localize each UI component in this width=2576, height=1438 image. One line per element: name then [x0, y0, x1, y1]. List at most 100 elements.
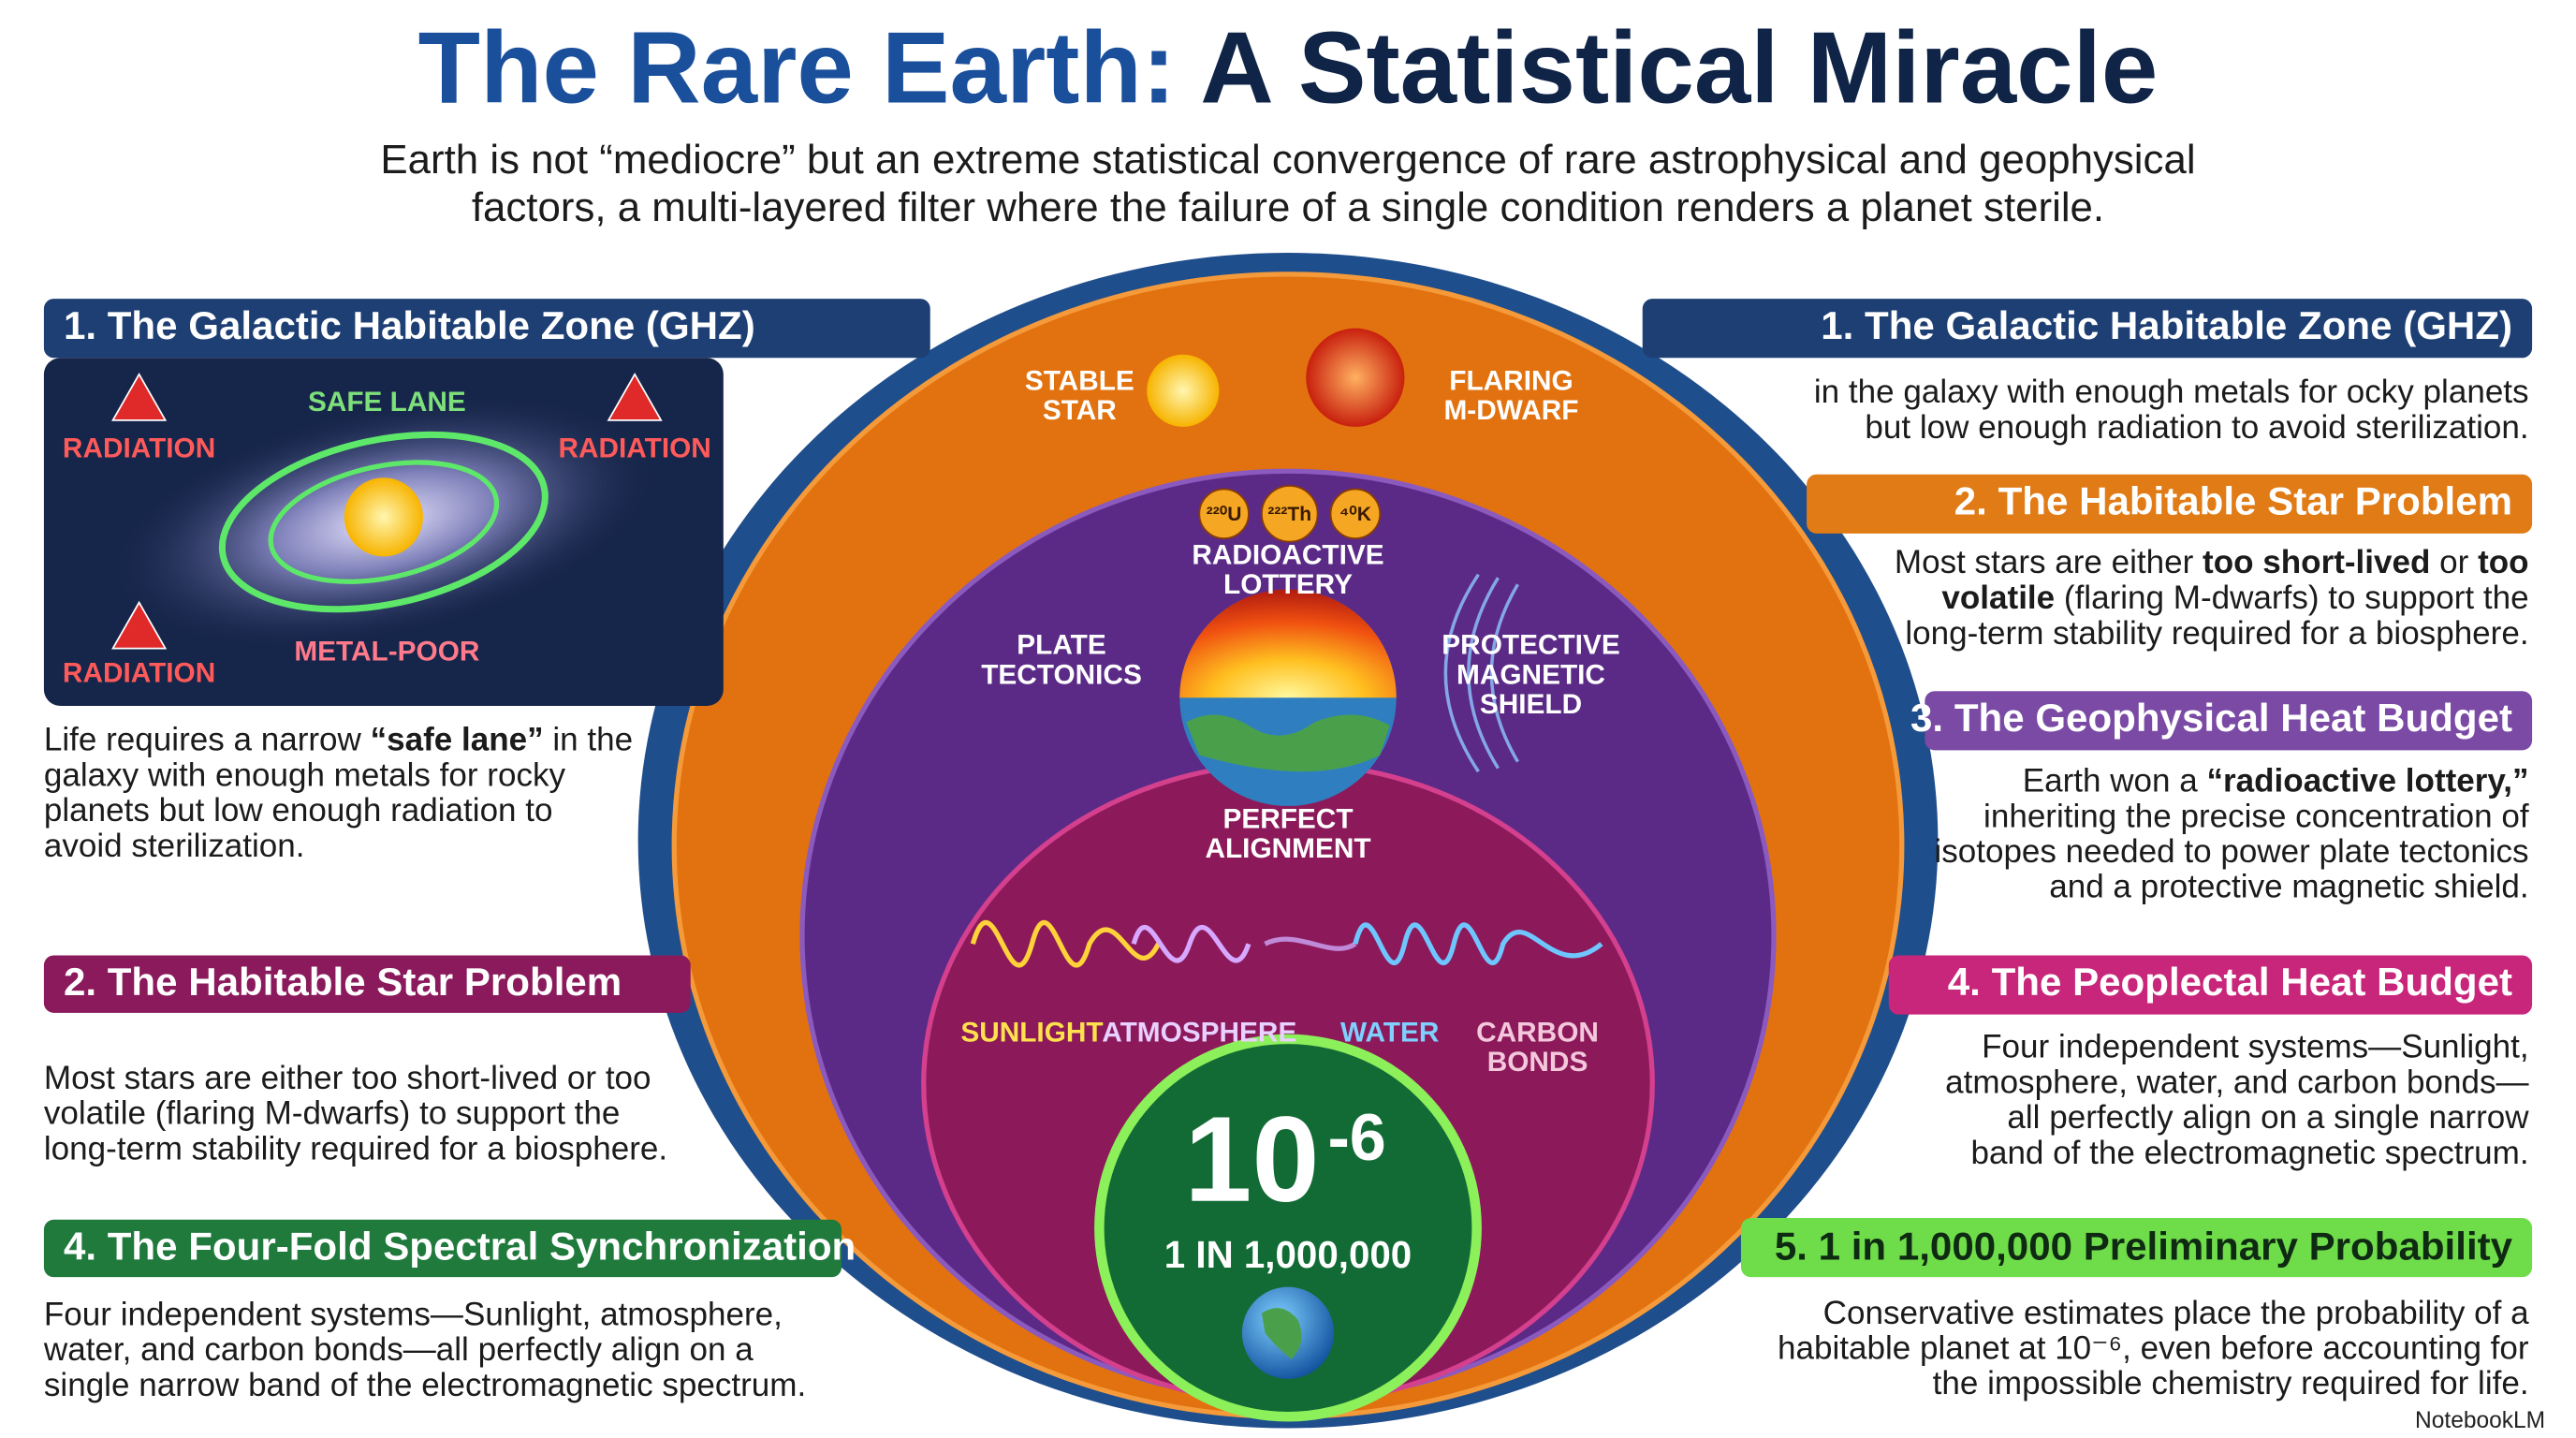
galaxy-label: SAFE LANE: [308, 387, 466, 418]
center-label: ATMOSPHERE: [1102, 1018, 1296, 1049]
earth-land: [1186, 714, 1390, 772]
galaxy-label: RADIATION: [558, 433, 710, 463]
left-bar-2: [43, 955, 691, 1013]
left-bar-4: [43, 1219, 842, 1278]
safe-lane-ring: [218, 431, 549, 613]
center-label: PERFECT: [1222, 804, 1353, 835]
galaxy-label: RADIATION: [63, 658, 215, 689]
panel-text-part: or: [2430, 544, 2478, 580]
warning-icons: [111, 373, 663, 650]
panel-text: single narrow band of the electromagneti…: [44, 1367, 806, 1403]
galaxy-label: METAL-POOR: [294, 637, 479, 668]
green-core: [1094, 1034, 1482, 1422]
subtitle: factors, a multi-layered filter where th…: [472, 184, 2104, 230]
panel-text: Life requires a narrow “safe lane” in th…: [44, 722, 633, 758]
isotope-icon: [1261, 485, 1319, 543]
center-label: PLATE: [1017, 630, 1105, 661]
panel-text: long-term stability required for a biosp…: [44, 1130, 667, 1167]
panel-text-part: too short-lived: [2203, 544, 2430, 580]
panel-text: atmosphere, water, and carbon bonds—: [1945, 1064, 2529, 1100]
center-label: PROTECTIVE: [1442, 630, 1619, 661]
panel-text: avoid sterilization.: [44, 828, 305, 864]
panel-text: Four independent systems—Sunlight, atmos…: [44, 1297, 783, 1333]
panel-text-part: too: [2478, 544, 2529, 580]
center-label: STAR: [1043, 395, 1117, 426]
isotope-label: ²²⁰U: [1207, 504, 1242, 525]
panel-text-part: “safe lane”: [371, 722, 544, 758]
panel-text: Earth won a “radioactive lottery,”: [2023, 763, 2529, 800]
panel-title: 1. The Galactic Habitable Zone (GHZ): [1821, 303, 2512, 347]
center-label: MAGNETIC: [1456, 659, 1605, 690]
panel-title: 4. The Four-Fold Spectral Synchronizatio…: [64, 1224, 856, 1268]
panel-text: the impossible chemistry required for li…: [1933, 1365, 2529, 1401]
safe-lane-ring: [268, 460, 500, 584]
earth-core: [1179, 589, 1397, 698]
galaxy-sun: [344, 477, 423, 557]
magnetic-shield-icon: [1443, 573, 1519, 773]
panel-text-part: volatile: [1941, 580, 2055, 616]
panel-text: in the galaxy with enough metals for ock…: [1814, 374, 2529, 410]
isotope-label: ²²²Th: [1267, 504, 1311, 525]
center-label: LOTTERY: [1223, 569, 1353, 600]
panel-text: planets but low enough radiation to: [44, 792, 553, 829]
center-label: M-DWARF: [1443, 395, 1578, 426]
center-label: CARBON: [1476, 1018, 1599, 1049]
isotope-icon: [1329, 488, 1382, 539]
panel-text-part: Life requires a narrow: [44, 722, 371, 758]
panel-title: 1. The Galactic Habitable Zone (GHZ): [64, 303, 755, 347]
panel-text: Conservative estimates place the probabi…: [1823, 1295, 2529, 1331]
subtitle: Earth is not “mediocre” but an extreme s…: [380, 137, 2195, 183]
right-bar-4: [1888, 955, 2533, 1015]
center-label: SHIELD: [1480, 689, 1582, 720]
center-label: RADIOACTIVE: [1192, 539, 1383, 570]
panel-text: band of the electromagnetic spectrum.: [1970, 1135, 2528, 1171]
probability-base: 10: [1184, 1093, 1319, 1227]
probability-exponent: -6: [1327, 1101, 1385, 1174]
panel-text: Most stars are either too short-lived or…: [1895, 544, 2529, 580]
panel-text: isotopes needed to power plate tectonics: [1934, 833, 2528, 870]
panel-text: all perfectly align on a single narrow: [2007, 1099, 2529, 1136]
panel-text: Four independent systems—Sunlight,: [1982, 1029, 2528, 1065]
panel-title: 2. The Habitable Star Problem: [1954, 478, 2512, 522]
left-bar-1: [43, 299, 930, 359]
panel-text: galaxy with enough metals for rocky: [44, 757, 566, 794]
panel-text: and a protective magnetic shield.: [2049, 869, 2528, 905]
title-part: The Rare Earth:: [418, 11, 1176, 125]
panel-text: but low enough radiation to avoid steril…: [1865, 409, 2528, 446]
globe-land: [1261, 1308, 1302, 1359]
panel-title: 4. The Peoplectal Heat Budget: [1948, 960, 2512, 1004]
panel-text: habitable planet at 10⁻⁶, even before ac…: [1778, 1329, 2529, 1366]
center-label: STABLE: [1025, 365, 1134, 396]
panel-text-part: (flaring M-dwarfs) to support the: [2055, 580, 2528, 616]
title: The Rare Earth: A Statistical Miracle: [418, 11, 2159, 125]
center-label: WATER: [1340, 1018, 1439, 1049]
panel-text: Most stars are either too short-lived or…: [44, 1060, 651, 1096]
brand: NotebookLM: [2415, 1408, 2545, 1433]
galaxy-label: RADIATION: [63, 433, 215, 463]
panel-text: long-term stability required for a biosp…: [1905, 615, 2528, 652]
stable-star-icon: [1147, 354, 1220, 427]
panel-text: volatile (flaring M-dwarfs) to support t…: [44, 1095, 621, 1132]
panel-title: 5. 1 in 1,000,000 Preliminary Probabilit…: [1775, 1224, 2513, 1268]
m-dwarf-icon: [1306, 328, 1405, 427]
center-label: FLARING: [1449, 365, 1573, 396]
panel-text: inheriting the precise concentration of: [1983, 798, 2529, 834]
panel-text: water, and carbon bonds—all perfectly al…: [43, 1331, 754, 1368]
panel-text: volatile (flaring M-dwarfs) to support t…: [1941, 580, 2528, 616]
right-bar-5: [1740, 1218, 2533, 1278]
center-label: TECTONICS: [981, 659, 1142, 690]
isotope-icon: [1198, 488, 1250, 539]
panel-title: 3. The Geophysical Heat Budget: [1910, 696, 2512, 740]
panel-text-part: Most stars are either: [1895, 544, 2203, 580]
panel-text-part: in the: [544, 722, 633, 758]
panel-text-part: Earth won a: [2023, 763, 2207, 800]
panel-text-part: “radioactive lottery,”: [2206, 763, 2528, 800]
center-label: BONDS: [1487, 1047, 1588, 1078]
odds-label: 1 IN 1,000,000: [1164, 1233, 1412, 1276]
spectrum-waves: [970, 919, 1603, 968]
title-part: A Statistical Miracle: [1176, 11, 2158, 125]
right-bar-3: [1925, 691, 2533, 751]
center-label: ALIGNMENT: [1205, 833, 1370, 864]
right-bar-1: [1642, 299, 2533, 359]
